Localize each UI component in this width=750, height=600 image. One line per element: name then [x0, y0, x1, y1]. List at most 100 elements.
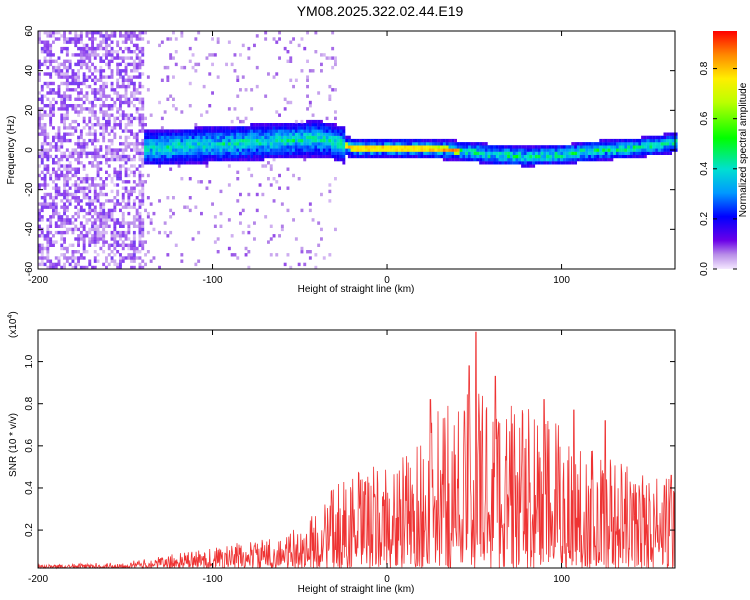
spectrogram-cell: [470, 154, 474, 159]
spectrogram-cell: [65, 75, 69, 79]
spectrogram-cell: [71, 259, 75, 263]
spectrogram-cell: [565, 161, 569, 165]
spectrogram-cell: [121, 218, 125, 222]
spectrogram-cell: [549, 145, 552, 149]
spectrogram-cell: [663, 142, 667, 146]
spectrogram-cell: [102, 208, 106, 213]
spectrogram-cell: [166, 151, 170, 155]
spectrogram-cell: [79, 81, 83, 86]
spectrogram-cell: [49, 148, 53, 152]
spectrogram-cell: [401, 142, 404, 146]
spectrogram-cell: [124, 113, 128, 117]
spectrogram-cell: [132, 224, 136, 228]
spectrogram-cell: [250, 154, 254, 159]
spectrogram-cell: [160, 142, 164, 146]
spectrogram-cell: [88, 243, 92, 247]
spectrogram-cell: [216, 157, 220, 162]
spectrogram-cell: [459, 157, 463, 162]
spectrogram-cell: [415, 145, 418, 149]
spectrogram-cell: [60, 164, 64, 168]
spectrogram-cell: [71, 88, 75, 92]
spectrogram-cell: [138, 215, 142, 219]
spectrogram-cell: [172, 97, 175, 101]
spectrogram-cell: [91, 72, 94, 76]
spectrogram-cell: [107, 104, 111, 108]
spectrogram-cell: [183, 138, 187, 143]
spectrogram-cell: [219, 189, 223, 194]
spectrogram-cell: [294, 78, 298, 82]
spectrogram-cell: [107, 218, 111, 222]
spectrogram-cell: [160, 138, 164, 143]
spectrogram-cell: [71, 227, 75, 232]
spectrogram-cell: [85, 218, 89, 222]
spectrogram-cell: [264, 215, 268, 219]
spectrogram-cell: [267, 148, 270, 152]
spectrogram-cell: [191, 237, 195, 241]
spectrogram-cell: [280, 132, 284, 136]
spectrogram-cell: [65, 110, 69, 114]
spectrogram-cell: [93, 37, 97, 41]
spectrogram-cell: [272, 157, 276, 162]
spectrogram-cell: [227, 129, 231, 133]
spectrogram-cell: [448, 154, 452, 159]
spectrogram-cell: [88, 208, 92, 213]
spectrogram-cell: [345, 145, 349, 149]
spectrogram-cell: [253, 148, 256, 152]
spectrogram-cell: [415, 138, 418, 143]
spectrogram-cell: [205, 164, 209, 168]
spectrogram-cell: [322, 142, 326, 146]
spectrogram-cell: [347, 135, 351, 140]
spectrogram-cell: [635, 145, 639, 149]
spectrogram-cell: [121, 81, 125, 86]
spectrogram-cell: [102, 138, 106, 143]
spectrogram-cell: [68, 97, 72, 101]
spectrogram-cell: [599, 138, 603, 143]
spectrogram-cell: [57, 256, 61, 260]
spectrogram-cell: [79, 53, 83, 57]
spectrogram-cell: [172, 161, 175, 165]
spectrogram-cell: [116, 199, 120, 203]
spectrogram-cell: [211, 157, 214, 162]
spectrogram-cell: [38, 113, 41, 117]
spectrogram-cell: [105, 56, 108, 60]
spectrogram-cell: [320, 148, 323, 152]
spectrogram-cell: [306, 132, 309, 136]
spectrogram-cell: [127, 50, 131, 54]
spectrogram-cell: [107, 208, 111, 213]
spectrogram-cell: [74, 148, 78, 152]
spectrogram-cell: [498, 157, 502, 162]
spectrogram-cell: [110, 215, 114, 219]
spectrogram-cell: [60, 138, 64, 143]
snr-x-tick-label: -100: [203, 574, 223, 585]
spectrogram-cell: [325, 56, 329, 60]
spectrogram-cell: [138, 189, 142, 194]
spectrogram-cell: [292, 132, 295, 136]
spectrogram-cell: [267, 132, 270, 136]
spectrogram-cell: [113, 221, 117, 225]
spectrogram-cell: [63, 221, 66, 225]
spectrogram-cell: [456, 157, 460, 162]
spectrogram-cell: [65, 138, 69, 143]
spectrogram-cell: [222, 132, 226, 136]
spectrogram-cell: [247, 148, 251, 152]
spectrogram-cell: [130, 132, 133, 136]
spectrogram-cell: [135, 110, 139, 114]
spectrogram-cell: [532, 148, 536, 152]
spectrogram-cell: [132, 81, 136, 86]
spectrogram-cell: [110, 56, 114, 60]
spectrogram-cell: [155, 138, 159, 143]
spectrogram-cell: [113, 154, 117, 159]
spectrogram-cell: [593, 148, 597, 152]
spectrogram-cell: [79, 230, 83, 235]
spectrogram-cell: [174, 151, 178, 155]
spectrogram-cell: [102, 230, 106, 235]
spectrogram-cell: [68, 243, 72, 247]
spectrogram-cell: [638, 142, 642, 146]
spectrogram-cell: [68, 88, 72, 92]
spectrogram-cell: [618, 145, 622, 149]
spectrogram-cell: [38, 116, 41, 121]
spectrogram-cell: [286, 50, 290, 54]
spectrogram-cell: [216, 129, 220, 133]
spectrogram-cell: [144, 116, 147, 121]
spectrogram-cell: [57, 173, 61, 178]
